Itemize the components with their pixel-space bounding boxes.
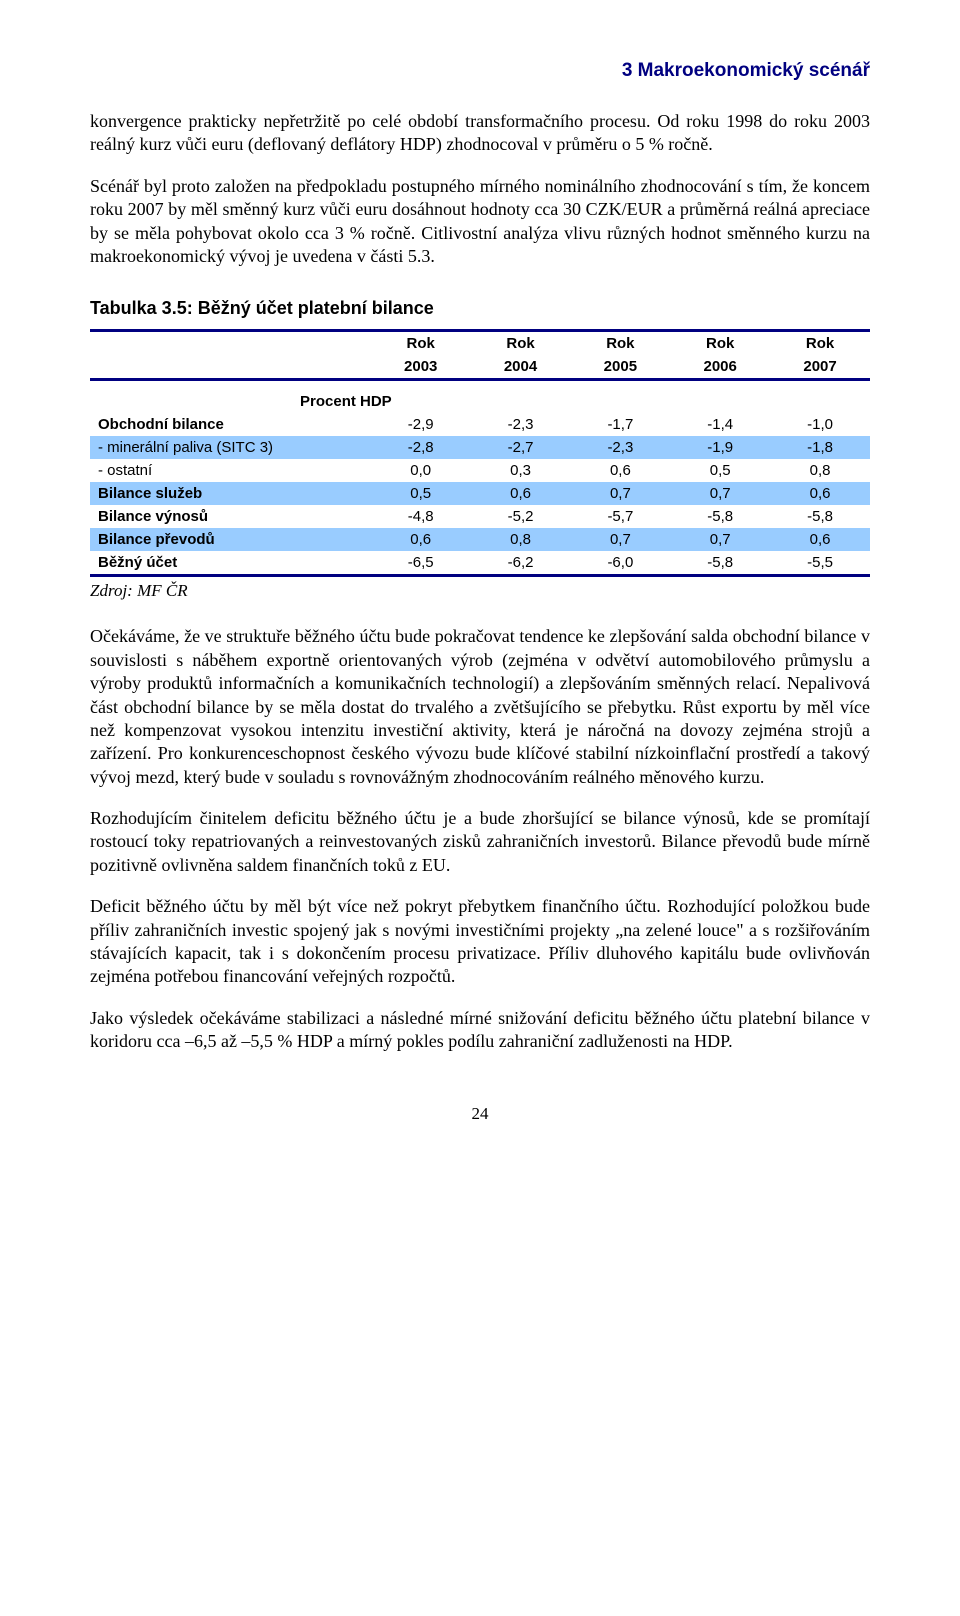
table-head-label: Rok: [670, 331, 770, 356]
row-label: Bilance výnosů: [90, 505, 371, 528]
table-year: 2004: [471, 355, 571, 380]
row-label: Bilance převodů: [90, 528, 371, 551]
table-year: 2006: [670, 355, 770, 380]
cell-value: 0,5: [670, 459, 770, 482]
cell-value: 0,8: [471, 528, 571, 551]
table-head-label: Rok: [471, 331, 571, 356]
cell-value: -6,2: [471, 551, 571, 576]
data-table: Rok Rok Rok Rok Rok 2003 2004 2005 2006 …: [90, 329, 870, 577]
cell-value: -5,7: [570, 505, 670, 528]
table-section-row: Procent HDP: [90, 380, 870, 414]
cell-value: -2,7: [471, 436, 571, 459]
cell-value: -6,0: [570, 551, 670, 576]
paragraph: Očekáváme, že ve struktuře běžného účtu …: [90, 625, 870, 789]
cell-value: 0,7: [570, 482, 670, 505]
table-head-label: Rok: [570, 331, 670, 356]
table-year: 2007: [770, 355, 870, 380]
table-row: - minerální paliva (SITC 3)-2,8-2,7-2,3-…: [90, 436, 870, 459]
row-label: - ostatní: [90, 459, 371, 482]
table-head-label: Rok: [371, 331, 471, 356]
cell-value: -5,8: [670, 551, 770, 576]
cell-value: 0,6: [371, 528, 471, 551]
cell-value: -5,8: [670, 505, 770, 528]
cell-value: 0,5: [371, 482, 471, 505]
cell-value: 0,6: [471, 482, 571, 505]
cell-value: -1,0: [770, 413, 870, 436]
cell-value: -5,5: [770, 551, 870, 576]
page-container: 3 Makroekonomický scénář konvergence pra…: [0, 0, 960, 1164]
table-year: 2005: [570, 355, 670, 380]
paragraph: Deficit běžného účtu by měl být více než…: [90, 895, 870, 989]
table-row: Bilance výnosů-4,8-5,2-5,7-5,8-5,8: [90, 505, 870, 528]
table-section-label: Procent HDP: [90, 380, 870, 414]
table-row: - ostatní0,00,30,60,50,8: [90, 459, 870, 482]
cell-value: -5,2: [471, 505, 571, 528]
cell-value: 0,6: [770, 528, 870, 551]
table-source: Zdroj: MF ČR: [90, 581, 870, 601]
cell-value: -1,9: [670, 436, 770, 459]
table-caption: Tabulka 3.5: Běžný účet platební bilance: [90, 298, 870, 319]
cell-value: 0,7: [670, 528, 770, 551]
table-row: Bilance převodů0,60,80,70,70,6: [90, 528, 870, 551]
table-header-row: Rok Rok Rok Rok Rok: [90, 331, 870, 356]
chapter-header: 3 Makroekonomický scénář: [90, 60, 870, 82]
cell-value: -2,9: [371, 413, 471, 436]
paragraph: konvergence prakticky nepřetržitě po cel…: [90, 110, 870, 157]
cell-value: -1,8: [770, 436, 870, 459]
paragraph: Rozhodujícím činitelem deficitu běžného …: [90, 807, 870, 877]
row-label: Obchodní bilance: [90, 413, 371, 436]
cell-value: -1,7: [570, 413, 670, 436]
table-body: Procent HDPObchodní bilance-2,9-2,3-1,7-…: [90, 380, 870, 576]
cell-value: 0,3: [471, 459, 571, 482]
cell-value: 0,7: [570, 528, 670, 551]
cell-value: 0,6: [570, 459, 670, 482]
table-row: Bilance služeb0,50,60,70,70,6: [90, 482, 870, 505]
table-head-label: Rok: [770, 331, 870, 356]
table-row: Běžný účet-6,5-6,2-6,0-5,8-5,5: [90, 551, 870, 576]
cell-value: 0,0: [371, 459, 471, 482]
cell-value: -4,8: [371, 505, 471, 528]
cell-value: 0,6: [770, 482, 870, 505]
paragraph: Jako výsledek očekáváme stabilizaci a ná…: [90, 1007, 870, 1054]
cell-value: -5,8: [770, 505, 870, 528]
cell-value: -6,5: [371, 551, 471, 576]
cell-value: 0,8: [770, 459, 870, 482]
paragraph: Scénář byl proto založen na předpokladu …: [90, 175, 870, 269]
page-number: 24: [90, 1104, 870, 1124]
cell-value: 0,7: [670, 482, 770, 505]
row-label: - minerální paliva (SITC 3): [90, 436, 371, 459]
cell-value: -2,3: [570, 436, 670, 459]
cell-value: -1,4: [670, 413, 770, 436]
row-label: Bilance služeb: [90, 482, 371, 505]
table-year-row: 2003 2004 2005 2006 2007: [90, 355, 870, 380]
row-label: Běžný účet: [90, 551, 371, 576]
table-row: Obchodní bilance-2,9-2,3-1,7-1,4-1,0: [90, 413, 870, 436]
cell-value: -2,3: [471, 413, 571, 436]
cell-value: -2,8: [371, 436, 471, 459]
table-year: 2003: [371, 355, 471, 380]
